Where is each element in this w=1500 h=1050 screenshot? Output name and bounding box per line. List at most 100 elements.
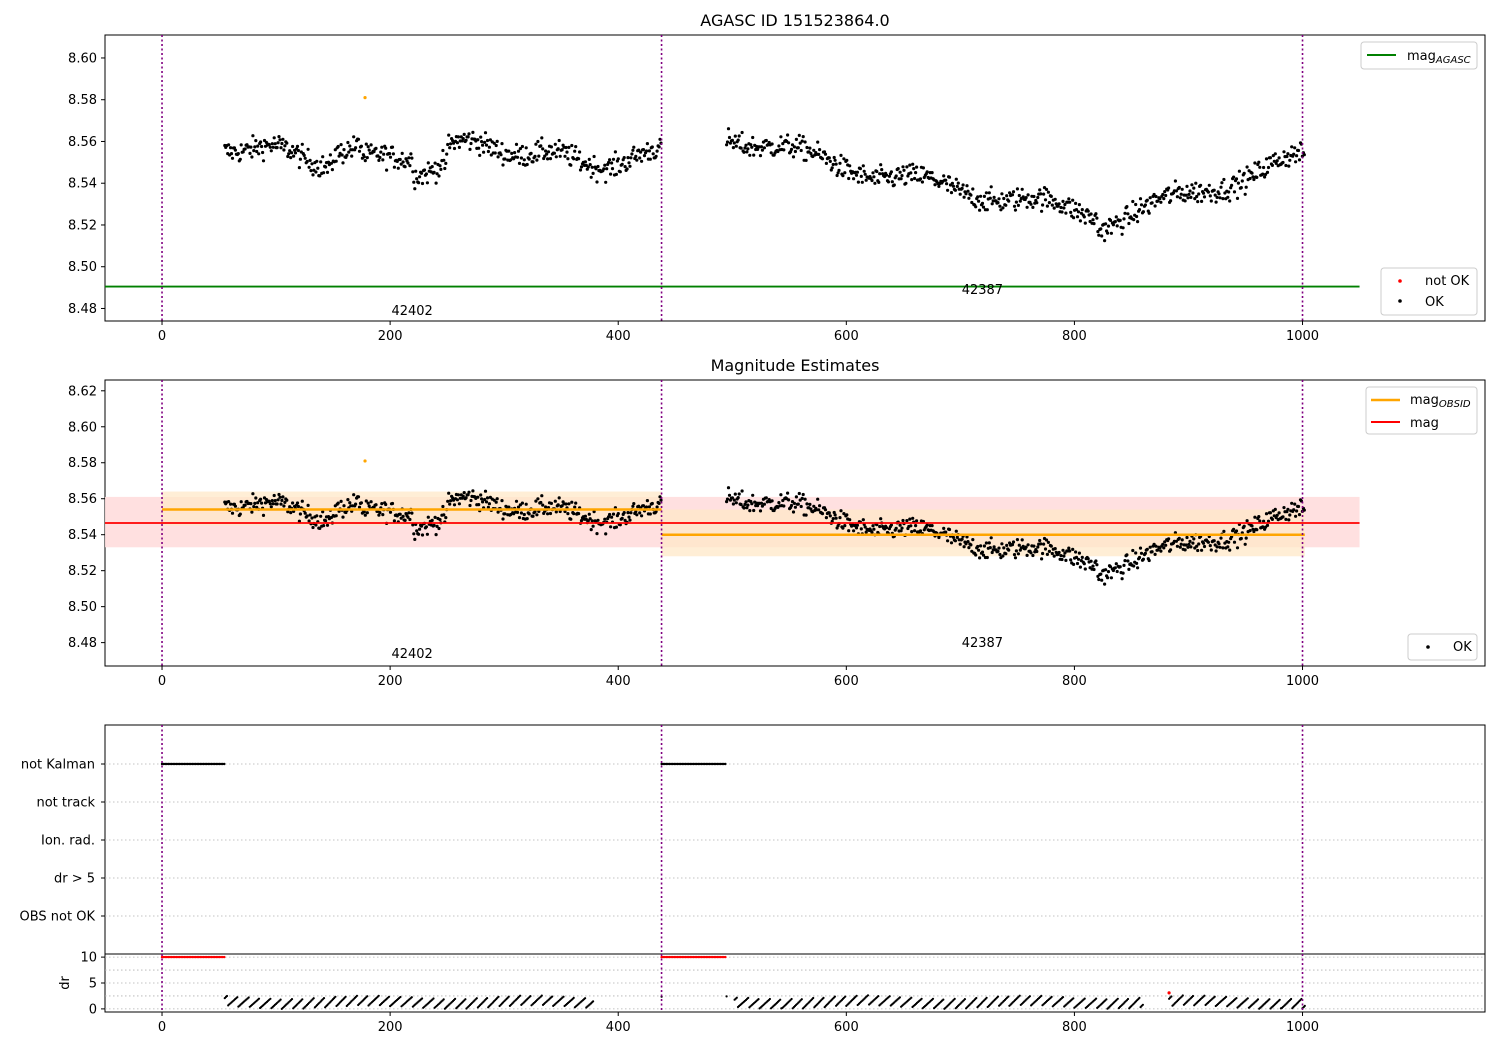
- data-point-ok: [1012, 204, 1017, 208]
- data-point-ok: [1137, 555, 1142, 560]
- data-point-ok: [655, 505, 659, 509]
- data-point-ok: [1162, 197, 1166, 201]
- data-point-ok: [346, 498, 350, 502]
- data-point-ok: [432, 523, 436, 527]
- data-point-ok: [251, 492, 255, 496]
- data-point-ok: [1141, 210, 1145, 214]
- data-point-ok: [256, 501, 260, 505]
- y-tick-label: 8.58: [68, 456, 97, 471]
- data-point-ok: [435, 524, 439, 529]
- data-point-ok: [1145, 547, 1149, 551]
- data-point-ok: [437, 526, 441, 531]
- dr-point: [942, 998, 945, 1001]
- data-point-ok: [590, 165, 594, 169]
- data-point-ok: [1077, 203, 1081, 207]
- data-point-ok: [1014, 549, 1019, 553]
- data-point-ok: [1052, 206, 1056, 210]
- data-point-ok: [1199, 183, 1203, 187]
- data-point-ok: [1295, 154, 1299, 158]
- dr-point: [735, 996, 738, 999]
- data-point-ok: [379, 150, 383, 154]
- data-point-ok: [311, 173, 315, 177]
- data-point-ok: [587, 512, 591, 516]
- data-point-ok: [318, 174, 322, 178]
- data-point-ok: [964, 192, 968, 196]
- data-point-ok: [488, 138, 492, 142]
- data-point-ok: [535, 158, 539, 162]
- data-point-ok: [823, 508, 828, 512]
- data-point-ok: [1236, 181, 1240, 185]
- data-point-ok: [595, 532, 599, 536]
- data-point-ok: [610, 161, 614, 165]
- data-point-ok: [610, 167, 615, 171]
- data-point-ok: [623, 165, 627, 169]
- data-point-ok: [1167, 186, 1171, 190]
- data-point-ok: [877, 180, 881, 184]
- data-point-ok: [812, 148, 816, 152]
- data-point-ok: [879, 517, 883, 521]
- data-point-ok: [476, 495, 480, 499]
- data-point-ok: [277, 135, 281, 139]
- data-point-ok: [1108, 565, 1113, 569]
- data-point-ok: [520, 501, 525, 505]
- data-point-ok: [989, 536, 993, 540]
- data-point-ok: [974, 553, 978, 557]
- data-point-ok: [833, 513, 837, 517]
- data-point-ok: [549, 501, 554, 505]
- data-point-ok: [455, 498, 459, 502]
- data-point-ok: [1268, 511, 1272, 515]
- data-point-ok: [1244, 536, 1248, 540]
- dr-point: [377, 994, 380, 997]
- data-point-ok: [1127, 221, 1131, 226]
- data-point-ok: [367, 504, 371, 508]
- dr-point: [953, 997, 956, 1001]
- data-point-ok: [588, 517, 592, 521]
- y-tick-label: 8.48: [68, 636, 97, 651]
- data-point-ok: [622, 156, 626, 160]
- data-point-ok: [978, 208, 982, 212]
- data-point-ok: [1188, 189, 1192, 193]
- data-point-ok: [1185, 535, 1189, 540]
- data-point-ok: [1219, 185, 1223, 189]
- data-point-ok: [947, 175, 952, 179]
- data-point-ok: [1118, 565, 1122, 569]
- data-point-ok: [899, 529, 903, 533]
- data-point-ok: [759, 145, 764, 149]
- panel1-frame: [104, 34, 1486, 322]
- dr-point: [322, 997, 326, 1000]
- data-point-ok: [980, 201, 985, 205]
- data-point-ok: [1239, 536, 1243, 541]
- data-point-ok: [641, 504, 646, 508]
- data-point-ok: [409, 152, 413, 156]
- data-point-ok: [430, 518, 434, 523]
- data-point-ok: [725, 143, 729, 147]
- data-point-ok: [525, 162, 529, 167]
- data-point-ok: [363, 159, 367, 163]
- data-point-ok: [483, 497, 487, 502]
- data-point-ok: [1121, 571, 1125, 575]
- data-point-ok: [1063, 202, 1067, 207]
- x-tick-label: 400: [606, 674, 631, 689]
- data-point-ok: [455, 141, 459, 145]
- data-point-ok: [315, 514, 319, 518]
- data-point-ok: [531, 160, 535, 164]
- flag-category-label: not Kalman: [21, 758, 95, 773]
- dr-point: [410, 996, 413, 999]
- data-point-ok: [543, 154, 547, 158]
- dr-point: [975, 996, 978, 1000]
- data-point-ok: [770, 142, 774, 146]
- data-point-ok: [1067, 546, 1071, 550]
- data-point-ok: [1035, 549, 1039, 554]
- data-point-ok: [816, 497, 820, 501]
- data-point-ok: [777, 144, 781, 148]
- data-point-ok: [793, 149, 798, 154]
- legend-mag-label: mag: [1407, 49, 1436, 64]
- data-point-ok: [1227, 540, 1231, 544]
- data-point-ok: [1072, 216, 1076, 220]
- panel-agasc-magnitude: 8.48 8.50 8.52 8.54 8.56 8.58 8.60 0 200 400 600 8…: [68, 34, 1486, 344]
- data-point-ok: [418, 175, 422, 179]
- data-point-ok: [742, 506, 746, 510]
- data-point-ok: [269, 505, 273, 509]
- data-point-ok: [594, 167, 598, 171]
- data-point-ok: [638, 511, 642, 515]
